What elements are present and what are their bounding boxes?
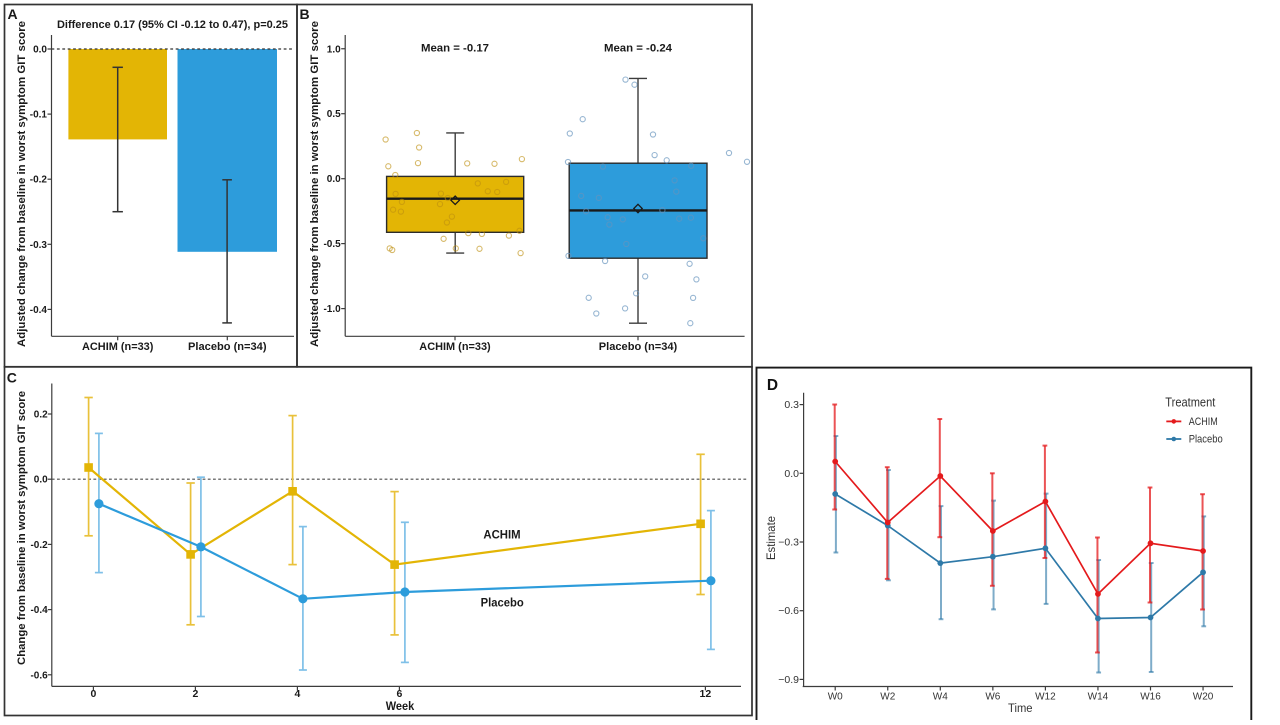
svg-text:0: 0 bbox=[90, 688, 96, 700]
svg-text:Adjusted change from baseline: Adjusted change from baseline in worst s… bbox=[16, 21, 28, 347]
svg-text:W20: W20 bbox=[1193, 692, 1214, 703]
svg-text:-0.4: -0.4 bbox=[30, 305, 48, 316]
svg-text:Placebo (n=34): Placebo (n=34) bbox=[599, 341, 678, 353]
svg-text:-1.0: -1.0 bbox=[323, 304, 341, 315]
svg-text:−0.3: −0.3 bbox=[778, 537, 799, 549]
svg-text:Difference 0.17 (95% CI -0.12: Difference 0.17 (95% CI -0.12 to 0.47), … bbox=[57, 19, 288, 31]
svg-text:W14: W14 bbox=[1088, 692, 1109, 703]
svg-text:Placebo: Placebo bbox=[1189, 434, 1223, 446]
svg-text:ACHIM (n=33): ACHIM (n=33) bbox=[419, 341, 491, 353]
svg-text:Placebo: Placebo bbox=[481, 596, 524, 610]
svg-text:0.2: 0.2 bbox=[34, 410, 48, 421]
svg-text:0.0: 0.0 bbox=[327, 174, 341, 185]
svg-text:B: B bbox=[299, 6, 309, 22]
svg-text:0.3: 0.3 bbox=[784, 399, 799, 411]
svg-text:W6: W6 bbox=[985, 692, 1000, 703]
svg-text:0.0: 0.0 bbox=[784, 468, 799, 480]
svg-text:Estimate: Estimate bbox=[764, 516, 778, 560]
svg-text:W2: W2 bbox=[880, 692, 895, 703]
svg-text:ACHIM: ACHIM bbox=[1189, 416, 1218, 428]
svg-text:Adjusted change from baseline: Adjusted change from baseline in worst s… bbox=[309, 21, 321, 347]
svg-text:6: 6 bbox=[396, 688, 402, 700]
svg-text:−0.9: −0.9 bbox=[778, 674, 799, 686]
svg-text:W12: W12 bbox=[1035, 692, 1056, 703]
svg-text:-0.3: -0.3 bbox=[30, 240, 48, 251]
svg-text:A: A bbox=[7, 6, 17, 22]
svg-text:W16: W16 bbox=[1140, 692, 1161, 703]
svg-text:D: D bbox=[767, 377, 778, 394]
svg-text:1.0: 1.0 bbox=[327, 44, 341, 55]
svg-text:−0.6: −0.6 bbox=[778, 605, 799, 617]
svg-text:W4: W4 bbox=[933, 692, 948, 703]
svg-text:2: 2 bbox=[192, 688, 198, 700]
svg-text:-0.2: -0.2 bbox=[30, 540, 48, 551]
svg-text:Change from baseline in worst: Change from baseline in worst symptom GI… bbox=[16, 391, 28, 665]
svg-text:Placebo (n=34): Placebo (n=34) bbox=[188, 341, 267, 353]
svg-text:ACHIM (n=33): ACHIM (n=33) bbox=[82, 341, 154, 353]
svg-text:0.0: 0.0 bbox=[34, 475, 48, 486]
svg-text:-0.1: -0.1 bbox=[30, 110, 48, 121]
svg-text:0.5: 0.5 bbox=[327, 109, 341, 120]
svg-text:Treatment: Treatment bbox=[1165, 394, 1215, 409]
svg-text:W0: W0 bbox=[828, 692, 843, 703]
svg-text:4: 4 bbox=[294, 688, 300, 700]
svg-text:ACHIM: ACHIM bbox=[483, 527, 520, 541]
svg-text:Mean = -0.24: Mean = -0.24 bbox=[604, 43, 673, 55]
svg-text:Week: Week bbox=[386, 699, 415, 713]
svg-text:C: C bbox=[7, 369, 17, 385]
svg-text:-0.4: -0.4 bbox=[30, 605, 48, 616]
svg-text:12: 12 bbox=[700, 688, 712, 700]
svg-text:0.0: 0.0 bbox=[33, 45, 47, 56]
svg-text:Time: Time bbox=[1008, 701, 1033, 715]
svg-text:-0.5: -0.5 bbox=[323, 239, 341, 250]
svg-text:-0.6: -0.6 bbox=[30, 670, 48, 681]
svg-text:-0.2: -0.2 bbox=[30, 175, 48, 186]
svg-text:Mean = -0.17: Mean = -0.17 bbox=[421, 43, 489, 55]
